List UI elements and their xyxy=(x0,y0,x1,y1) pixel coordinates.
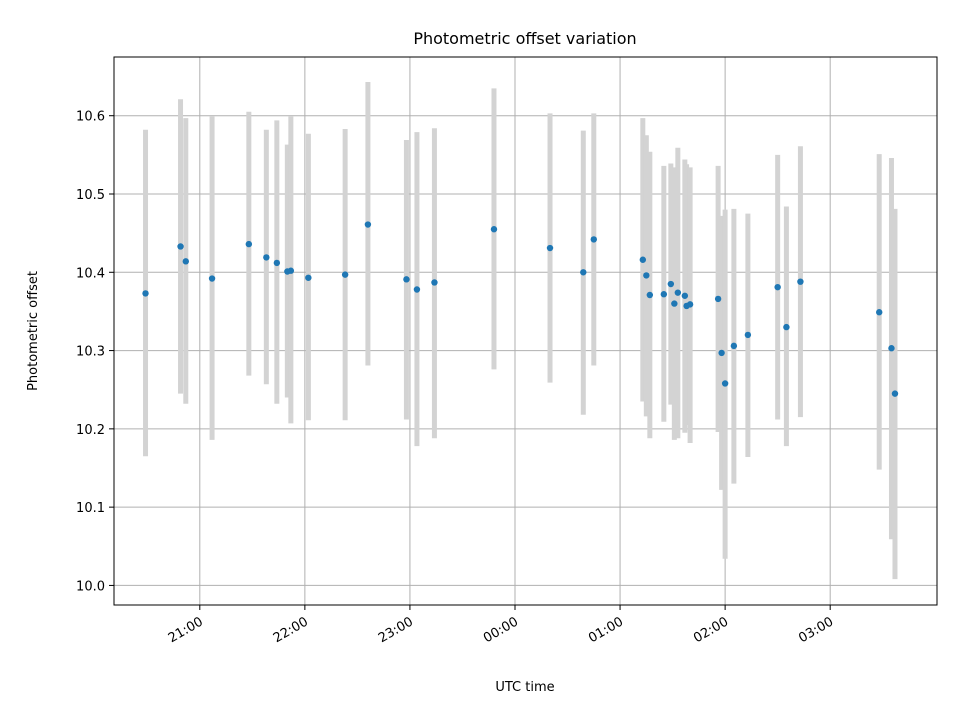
y-tick-label: 10.2 xyxy=(76,423,105,438)
data-point xyxy=(639,256,647,263)
data-point xyxy=(891,390,899,397)
y-tick-label: 10.4 xyxy=(76,266,105,281)
y-tick-label: 10.0 xyxy=(76,579,105,594)
data-point xyxy=(876,309,883,316)
data-point xyxy=(783,323,790,331)
data-point xyxy=(774,283,781,291)
data-point xyxy=(341,271,349,278)
data-point xyxy=(646,291,654,299)
y-tick-label: 10.6 xyxy=(76,110,105,125)
y-tick-label: 10.3 xyxy=(76,345,105,360)
data-point xyxy=(686,301,694,308)
y-axis-label: Photometric offset xyxy=(26,271,41,391)
data-point xyxy=(177,243,184,250)
data-points xyxy=(142,221,899,397)
data-point xyxy=(364,221,372,228)
data-point xyxy=(403,276,410,283)
data-point xyxy=(431,279,438,286)
data-point xyxy=(643,272,650,279)
data-point xyxy=(667,280,675,288)
data-point xyxy=(273,259,281,267)
y-tick-label: 10.1 xyxy=(76,501,105,516)
data-point xyxy=(580,269,587,276)
data-point xyxy=(681,292,689,299)
data-point xyxy=(245,240,253,248)
data-point xyxy=(490,226,498,233)
data-point xyxy=(744,331,752,339)
y-axis-ticks: 10.0 10.1 10.2 10.3 10.4 10.5 10.6 xyxy=(76,110,114,594)
data-point xyxy=(674,289,682,296)
data-point xyxy=(718,349,725,357)
data-point xyxy=(714,295,722,303)
data-point xyxy=(413,286,421,293)
y-tick-label: 10.5 xyxy=(76,188,105,203)
data-point xyxy=(888,345,895,352)
data-point xyxy=(730,342,738,350)
chart-title: Photometric offset variation xyxy=(413,29,636,48)
data-point xyxy=(671,300,678,307)
data-point xyxy=(721,380,729,387)
data-point xyxy=(263,254,270,261)
data-point xyxy=(546,244,554,252)
x-axis-label: UTC time xyxy=(495,680,554,695)
data-point xyxy=(590,236,597,243)
data-point xyxy=(797,278,804,285)
data-point xyxy=(142,290,149,297)
data-point xyxy=(208,275,216,282)
data-point xyxy=(660,291,668,298)
data-point xyxy=(287,267,295,274)
plot-frame xyxy=(113,56,938,606)
data-point xyxy=(305,274,312,281)
data-point xyxy=(182,258,189,265)
